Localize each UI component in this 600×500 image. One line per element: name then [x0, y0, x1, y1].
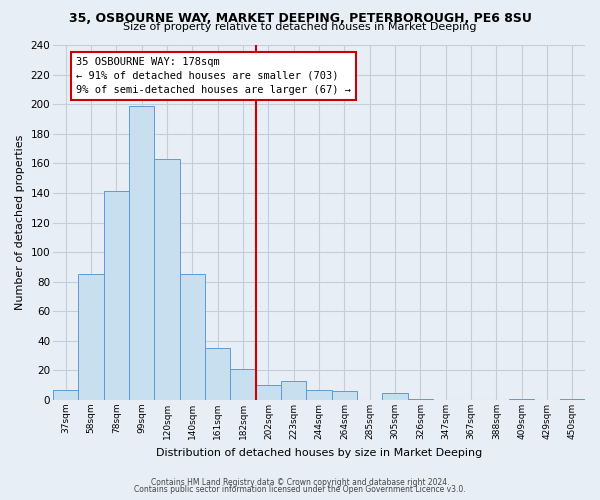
Bar — [79, 274, 104, 400]
Bar — [332, 391, 357, 400]
Text: Size of property relative to detached houses in Market Deeping: Size of property relative to detached ho… — [123, 22, 477, 32]
Bar — [129, 106, 154, 400]
Bar — [560, 398, 585, 400]
Bar — [407, 398, 433, 400]
Bar — [256, 385, 281, 400]
Bar — [104, 192, 129, 400]
Text: Contains public sector information licensed under the Open Government Licence v3: Contains public sector information licen… — [134, 485, 466, 494]
Bar — [53, 390, 79, 400]
Bar — [307, 390, 332, 400]
Text: 35 OSBOURNE WAY: 178sqm
← 91% of detached houses are smaller (703)
9% of semi-de: 35 OSBOURNE WAY: 178sqm ← 91% of detache… — [76, 57, 351, 95]
X-axis label: Distribution of detached houses by size in Market Deeping: Distribution of detached houses by size … — [156, 448, 482, 458]
Text: 35, OSBOURNE WAY, MARKET DEEPING, PETERBOROUGH, PE6 8SU: 35, OSBOURNE WAY, MARKET DEEPING, PETERB… — [68, 12, 532, 25]
Bar — [281, 381, 307, 400]
Bar — [230, 369, 256, 400]
Y-axis label: Number of detached properties: Number of detached properties — [15, 135, 25, 310]
Bar — [154, 159, 180, 400]
Bar — [382, 392, 407, 400]
Bar — [205, 348, 230, 400]
Bar — [509, 398, 535, 400]
Text: Contains HM Land Registry data © Crown copyright and database right 2024.: Contains HM Land Registry data © Crown c… — [151, 478, 449, 487]
Bar — [180, 274, 205, 400]
